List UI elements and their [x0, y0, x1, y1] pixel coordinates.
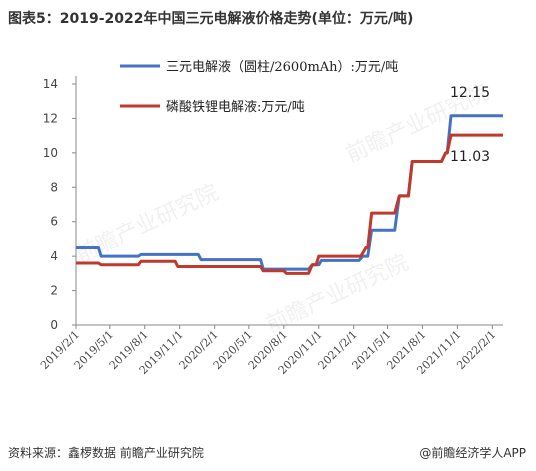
brand-label: @前瞻经济学人APP: [419, 446, 526, 460]
x-tick-label: 2022/2/1: [454, 328, 498, 372]
legend-label-lfp: 磷酸铁锂电解液:万元/吨: [166, 100, 305, 115]
series-group: [76, 114, 503, 275]
legend-label-ternary: 三元电解液（圆柱/2600mAh）:万元/吨: [166, 60, 398, 75]
y-tick-label: 2: [50, 284, 58, 298]
brand-credit: @前瞻经济学人APP: [419, 444, 526, 461]
end-labels: 12.15 11.03: [450, 85, 490, 165]
y-tick-label: 10: [43, 146, 58, 160]
y-tick-label: 8: [50, 180, 58, 194]
y-tick-label: 4: [50, 249, 58, 263]
series-line-ternary: [76, 114, 503, 271]
y-tick-label: 12: [43, 111, 58, 125]
y-tick-label: 0: [50, 318, 58, 332]
series-line-lfp: [76, 133, 503, 275]
source-note: 资料来源：鑫椤数据 前瞻产业研究院: [8, 446, 204, 460]
y-tick-label: 6: [50, 215, 58, 229]
end-label-lfp: 11.03: [450, 149, 490, 165]
end-label-ternary: 12.15: [450, 85, 490, 101]
chart-title: 图表5：2019-2022年中国三元电解液价格走势(单位：万元/吨): [8, 11, 414, 27]
y-tick-label: 14: [43, 77, 58, 91]
